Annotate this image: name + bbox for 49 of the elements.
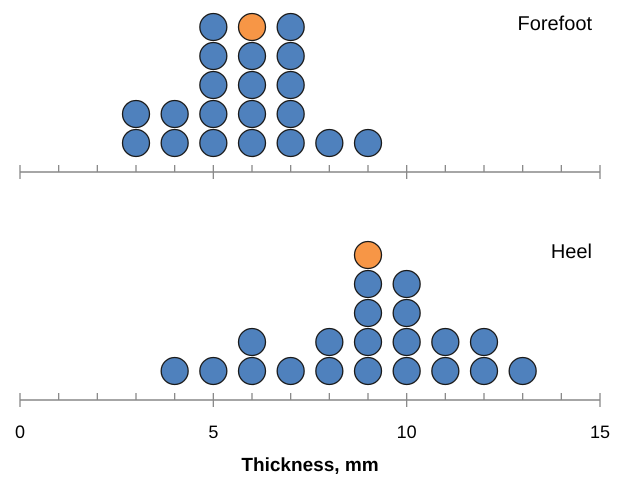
point bbox=[276, 356, 305, 386]
point bbox=[160, 128, 189, 158]
point bbox=[354, 298, 382, 328]
point bbox=[238, 356, 266, 386]
x-tick-label: 0 bbox=[14, 422, 26, 442]
point bbox=[199, 70, 228, 100]
point bbox=[354, 270, 382, 298]
point bbox=[392, 270, 421, 298]
point bbox=[354, 128, 382, 158]
x-tick-label: 10 bbox=[396, 422, 417, 442]
point bbox=[238, 128, 266, 158]
point bbox=[315, 356, 344, 386]
point bbox=[392, 356, 421, 386]
point bbox=[238, 100, 266, 128]
point bbox=[238, 328, 266, 356]
point bbox=[199, 100, 228, 128]
point bbox=[431, 328, 460, 356]
point bbox=[315, 328, 344, 356]
point bbox=[470, 356, 498, 386]
point bbox=[354, 328, 382, 356]
x-axis-title: Thickness, mm bbox=[241, 455, 379, 476]
point bbox=[431, 356, 460, 386]
point bbox=[199, 356, 228, 386]
point bbox=[122, 100, 150, 128]
chart-title: Heel bbox=[550, 241, 592, 263]
point bbox=[508, 356, 537, 386]
chart-title: Forefoot bbox=[518, 13, 592, 35]
point bbox=[354, 240, 382, 270]
point bbox=[238, 70, 266, 100]
point bbox=[238, 42, 266, 70]
point bbox=[276, 42, 305, 70]
point bbox=[276, 70, 305, 100]
point bbox=[160, 356, 189, 386]
point bbox=[238, 12, 266, 42]
x-tick-label: 5 bbox=[208, 422, 218, 442]
point bbox=[199, 12, 228, 42]
point bbox=[315, 128, 344, 158]
point bbox=[122, 128, 150, 158]
point bbox=[276, 100, 305, 128]
point bbox=[470, 328, 498, 356]
point bbox=[199, 42, 228, 70]
point bbox=[199, 128, 228, 158]
point bbox=[276, 128, 305, 158]
point bbox=[276, 12, 305, 42]
x-tick-label: 15 bbox=[590, 422, 610, 442]
point bbox=[392, 298, 421, 328]
point bbox=[392, 328, 421, 356]
point bbox=[160, 100, 189, 128]
point bbox=[354, 356, 382, 386]
